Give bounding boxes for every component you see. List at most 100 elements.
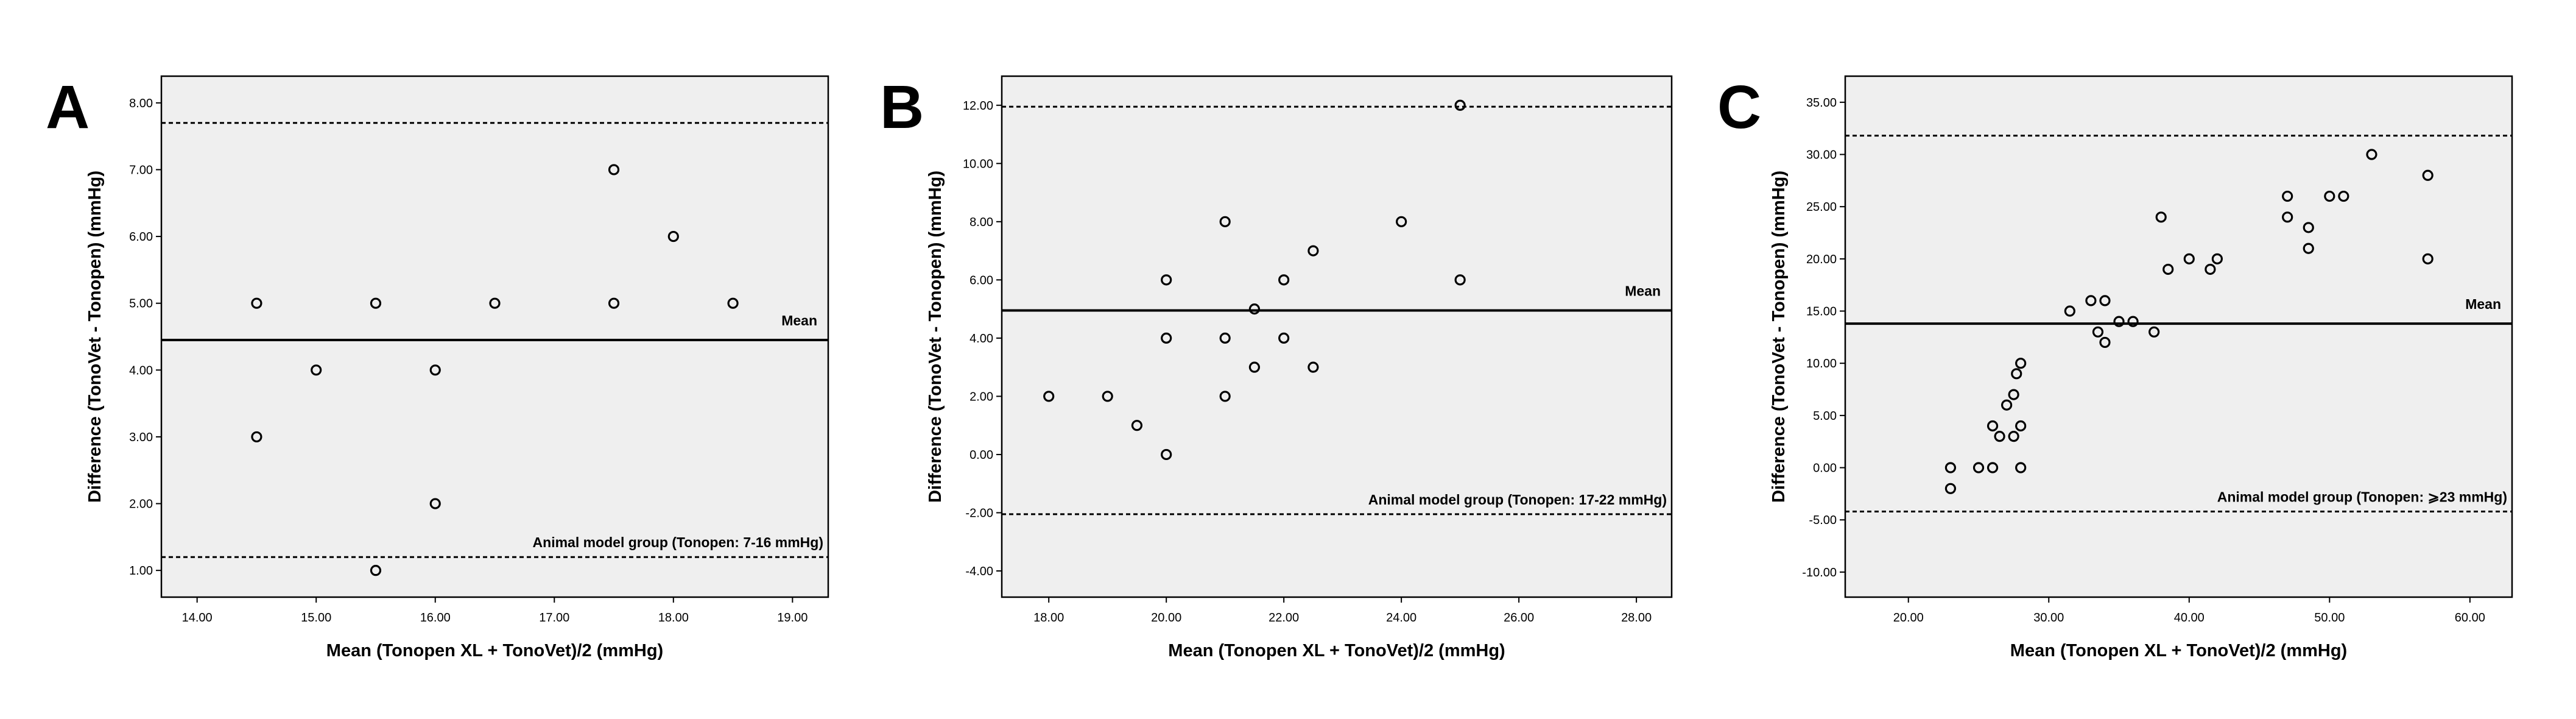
panel-c-data-point [2366, 149, 2377, 160]
panel-c-data-point [2148, 326, 2160, 338]
panel-c-plot-frame [1844, 75, 2513, 598]
panel-b-x-tick-label: 24.00 [1386, 611, 1416, 625]
panel-b-limit-lines [1002, 105, 1672, 515]
panel-a-data-point [667, 230, 679, 243]
panel-b-data-point [1102, 391, 1113, 402]
panel-a-group-label: Animal model group (Tonopen: 7-16 mmHg) [533, 534, 823, 550]
panel-c-data-point [2183, 253, 2195, 264]
panel-c: C 20.00 30.00 40.00 50.00 60.00 -10.00 -5.00 0… [1717, 73, 2513, 661]
panel-c-data-point [2282, 211, 2293, 223]
panel-c-y-ticks: -10.00 -5.00 0.00 5.00 10.00 15.00 20.00 25.00 3… [1802, 96, 1845, 579]
panel-b-y-tick-label: 8.00 [970, 216, 993, 229]
panel-b-data-point [1219, 391, 1231, 402]
panel-b-data-point [1454, 99, 1466, 111]
panel-a-mean-label: Mean [781, 313, 817, 328]
panel-c-data-point [2015, 462, 2027, 473]
panel-c-x-tick-label: 60.00 [2455, 611, 2485, 625]
panel-a-letter: A [46, 73, 90, 141]
panel-a-data-point [489, 297, 501, 309]
panel-a-data-point [608, 297, 620, 309]
panel-b-x-tick-label: 20.00 [1151, 611, 1181, 625]
panel-c-x-tick-label: 40.00 [2174, 611, 2205, 625]
panel-b-group-label: Animal model group (Tonopen: 17-22 mmHg) [1368, 492, 1667, 508]
panel-c-data-point [2324, 190, 2335, 202]
panel-a-y-tick-label: 1.00 [129, 564, 153, 578]
panel-a-data-point [727, 297, 739, 309]
panel-c-data-point [2085, 295, 2097, 306]
panel-a-x-axis-title: Mean (Tonopen XL + TonoVet)/2 (mmHg) [326, 641, 663, 661]
panel-c-data-point [1987, 462, 1999, 473]
panel-b-data-point [1248, 303, 1261, 315]
panel-c-data-point [1944, 462, 1956, 473]
panel-a-y-tick-label: 8.00 [129, 97, 153, 110]
panel-c-data-point [2422, 169, 2433, 181]
panel-c-data-point [2282, 190, 2293, 202]
panel-c-data-point [2303, 222, 2314, 233]
panel-c-mean-label: Mean [2465, 296, 2501, 312]
panel-b-data-point [1307, 361, 1319, 373]
panel-b-y-tick-label: 6.00 [970, 274, 993, 287]
panel-a-data-point [311, 364, 322, 376]
panel-c-data-point [2113, 316, 2125, 327]
panel-b-mean-label: Mean [1625, 283, 1661, 299]
panel-c-data-point [2099, 336, 2111, 349]
panel-a-plot-area [161, 76, 828, 597]
panel-c-x-tick-label: 50.00 [2314, 611, 2345, 625]
panel-b-plot-frame [1001, 75, 1673, 598]
panel-a-y-tick-label: 4.00 [129, 364, 153, 377]
panel-a-x-tick-label: 19.00 [777, 611, 808, 625]
panel-b-data-point [1161, 274, 1172, 286]
panel-a-data-point [429, 498, 441, 509]
panel-a-y-axis-title: Difference (TonoVet - Tonopen) (mmHg) [85, 171, 105, 503]
panel-c-limit-lines [1845, 135, 2512, 512]
panel-c-y-tick-label: -10.00 [1802, 566, 1837, 579]
panel-b: B 18.00 20.00 22.00 24.00 26.00 28.00 -4.00 -2… [880, 73, 1673, 661]
panel-a-y-tick-label: 3.00 [129, 431, 153, 444]
panel-c-y-tick-label: -5.00 [1809, 514, 1837, 527]
panel-c-x-ticks: 20.00 30.00 40.00 50.00 60.00 [1893, 597, 2485, 625]
panel-c-data-point [1994, 431, 2005, 442]
panel-b-data-point [1454, 274, 1466, 286]
panel-c-data-point [2163, 263, 2174, 275]
panel-c-y-tick-label: 25.00 [1806, 200, 1837, 214]
panel-c-data-point [2015, 420, 2027, 432]
panel-b-y-ticks: -4.00 -2.00 0.00 2.00 4.00 6.00 8.00 10.00 12.00 [963, 99, 1002, 578]
panel-b-x-tick-label: 18.00 [1033, 611, 1064, 625]
panel-a-y-tick-label: 7.00 [129, 163, 153, 177]
panel-a-y-tick-label: 6.00 [129, 230, 153, 244]
panel-c-data-point [2001, 399, 2013, 411]
panel-b-y-tick-label: 0.00 [970, 448, 993, 462]
panel-a-data-point [370, 565, 382, 576]
panel-a-y-ticks: 1.00 2.00 3.00 4.00 5.00 6.00 7.00 8.00 [129, 97, 161, 578]
panel-b-x-tick-label: 26.00 [1504, 611, 1534, 625]
panel-a-y-tick-label: 5.00 [129, 297, 153, 311]
panel-c-data-point [2011, 368, 2022, 380]
panel-c-data-point [2008, 389, 2019, 400]
panel-b-data-point [1219, 332, 1231, 344]
panel-a-plot-frame [160, 75, 829, 598]
panel-b-x-axis-title: Mean (Tonopen XL + TonoVet)/2 (mmHg) [1168, 641, 1505, 661]
panel-b-x-ticks: 18.00 20.00 22.00 24.00 26.00 28.00 [1033, 597, 1652, 625]
panel-c-data-point [2015, 358, 2027, 369]
panel-b-data-point [1043, 391, 1055, 402]
panel-b-data-point [1131, 420, 1143, 431]
panel-b-y-tick-label: 2.00 [970, 390, 993, 403]
panel-a-x-tick-label: 14.00 [182, 611, 213, 625]
panel-c-data-point [2211, 253, 2223, 264]
panel-b-letter: B [880, 73, 924, 141]
panel-c-y-tick-label: 30.00 [1806, 149, 1837, 162]
panel-a-data-point [251, 297, 262, 309]
panel-c-x-tick-label: 20.00 [1893, 611, 1924, 625]
panel-a-x-tick-label: 15.00 [301, 611, 331, 625]
panel-c-y-tick-label: 20.00 [1806, 253, 1837, 266]
panel-b-data-point [1161, 448, 1172, 461]
panel-c-y-tick-label: 5.00 [1813, 409, 1837, 423]
panel-c-y-tick-label: 0.00 [1813, 462, 1837, 475]
panel-c-data-point [1987, 420, 1999, 432]
panel-b-x-tick-label: 28.00 [1621, 611, 1652, 625]
panel-a-data-point [429, 364, 441, 376]
panel-c-data-point [2092, 326, 2104, 338]
panel-b-data-point [1278, 332, 1290, 344]
panel-a-x-tick-label: 17.00 [539, 611, 569, 625]
